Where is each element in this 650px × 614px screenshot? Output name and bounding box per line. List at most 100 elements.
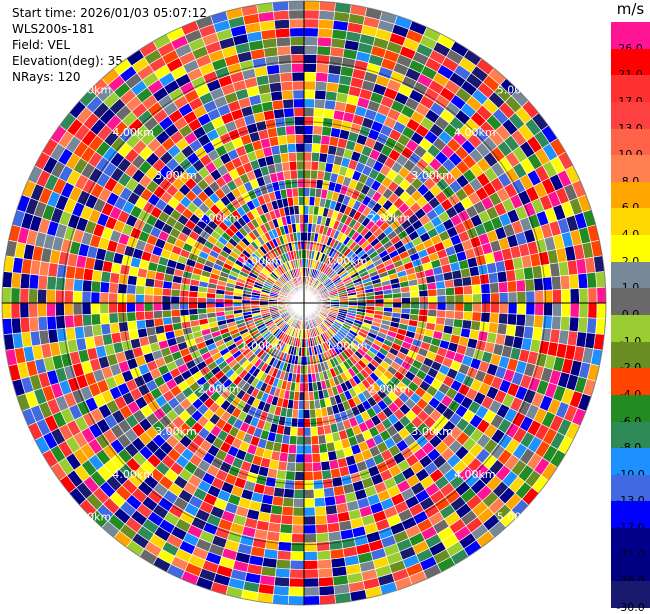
radar-gate [145,319,155,328]
radar-gate [283,170,291,180]
radar-gate [294,480,304,489]
radar-gate [515,268,525,280]
radar-gate [189,303,198,309]
radar-gate [318,19,333,29]
radar-gate [126,294,135,303]
radar-gate [304,1,320,10]
radar-gate [304,45,317,54]
radar-gate [297,436,304,445]
range-ring-label: 1.00km [241,254,283,267]
radar-gate [304,214,309,223]
radar-gate [323,487,334,497]
radar-gate [393,303,402,308]
range-ring-label: 3.00km [411,169,453,182]
radar-gate [437,310,446,318]
radar-gate [471,275,481,285]
radar-gate [401,292,410,298]
radar-gate [419,303,428,310]
range-ring-label: 4.00km [454,468,496,481]
radar-gate [304,188,310,197]
radar-gate [304,463,313,472]
radar-gate [297,418,304,427]
radar-gate [311,436,319,445]
radar-gate [297,170,304,179]
radar-gate [82,303,91,315]
radar-gate [291,179,298,188]
radar-gate [304,427,311,436]
radar-gate [273,10,289,20]
radar-gate [561,303,570,317]
radar-gate [569,317,579,332]
radar-gate [275,28,290,38]
radar-gate [309,400,315,409]
radar-gate [579,303,588,318]
radar-gate [300,232,304,241]
radar-gate [11,288,20,303]
radar-gate [304,125,313,134]
radar-gate [272,100,284,110]
radar-gate [587,272,597,288]
radar-gate [293,99,304,108]
radar-gate [73,303,82,315]
radar-gate [304,72,316,81]
radar-gate [271,505,283,515]
radar-gate [224,303,233,307]
radar-gate [215,303,224,308]
radar-gate [597,303,606,319]
radar-gate [525,279,535,292]
radar-gate [316,72,329,82]
radar-gate [375,299,384,303]
radar-gate [291,551,304,560]
radar-gate [29,289,38,303]
radar-gate [317,550,331,560]
radar-gate [497,323,507,335]
radar-gate [304,90,315,99]
radar-gate [304,28,318,37]
radar-gate [507,281,517,293]
radar-gate [304,19,319,28]
radar-gate [481,312,491,322]
radar-gate [288,1,304,10]
radar-gate [91,281,101,293]
radar-gate [46,290,55,303]
range-ring-label: 1.00km [326,254,368,267]
radar-gate [366,299,375,303]
radar-gate [180,296,189,303]
radar-gate [285,480,295,490]
radar-gate [171,303,180,310]
radar-gate [304,489,314,498]
radar-gate [117,293,126,303]
radar-gate [311,427,318,436]
radar-gate [197,303,206,309]
radar-gate [293,90,304,99]
radar-gate [314,489,325,499]
radar-gate [321,461,331,471]
radar-gate [304,143,312,152]
radar-gate [313,126,323,136]
radar-gate [292,525,304,534]
radar-gate [38,303,47,317]
radar-gate [153,295,162,303]
radar-gate [445,287,454,295]
radar-gate [135,294,144,303]
radar-gate [280,153,289,163]
radar-gate [498,282,508,293]
radar-gate [560,275,570,289]
radar-gate [316,524,329,534]
radar-gate [290,170,297,179]
radar-gate [65,315,75,328]
radar-gate [289,436,297,445]
radar-gate [272,595,288,605]
radar-gate [437,303,446,310]
radar-gate [437,296,446,303]
range-ring-label: 5.00km [497,83,539,96]
radar-gate [304,560,318,569]
radar-gate [410,291,419,297]
radar-gate [281,515,293,525]
radar-gate [311,161,319,170]
radar-gate [47,316,57,330]
radar-gate [312,453,321,462]
radar-gate [276,559,290,569]
radar-gate [189,309,198,315]
radar-gate [304,507,315,516]
